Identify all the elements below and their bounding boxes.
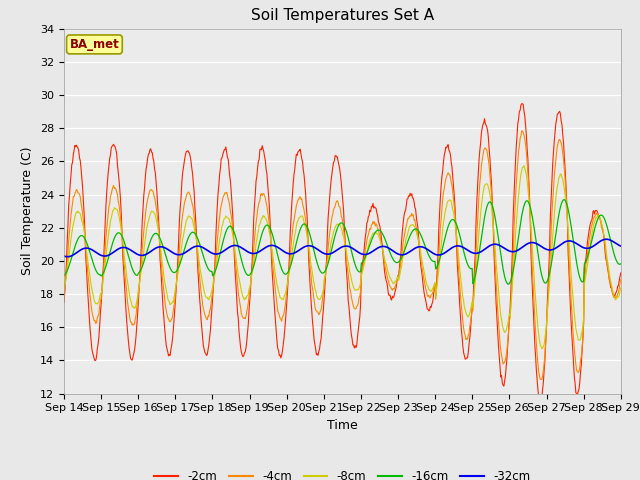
-2cm bbox=[184, 148, 192, 154]
-4cm bbox=[184, 190, 192, 196]
-2cm bbox=[214, 203, 221, 208]
Line: -2cm: -2cm bbox=[64, 104, 621, 403]
Text: BA_met: BA_met bbox=[70, 38, 119, 51]
-4cm bbox=[426, 295, 434, 301]
-8cm bbox=[426, 288, 434, 294]
-16cm bbox=[184, 236, 192, 242]
-16cm bbox=[60, 273, 68, 278]
-4cm bbox=[410, 217, 418, 223]
-32cm bbox=[185, 247, 193, 253]
-16cm bbox=[127, 263, 135, 269]
-2cm bbox=[518, 101, 526, 107]
Line: -16cm: -16cm bbox=[64, 200, 621, 284]
-8cm bbox=[127, 300, 135, 305]
-16cm bbox=[426, 255, 434, 261]
Line: -8cm: -8cm bbox=[64, 166, 621, 348]
-32cm bbox=[64, 254, 72, 260]
-16cm bbox=[410, 227, 418, 232]
-32cm bbox=[411, 245, 419, 251]
-8cm bbox=[520, 163, 528, 168]
-4cm bbox=[518, 128, 525, 134]
Y-axis label: Soil Temperature (C): Soil Temperature (C) bbox=[22, 147, 35, 276]
-32cm bbox=[428, 249, 435, 255]
-4cm bbox=[214, 237, 221, 242]
-2cm bbox=[410, 199, 418, 204]
-32cm bbox=[617, 243, 625, 249]
Line: -4cm: -4cm bbox=[64, 131, 621, 380]
-8cm bbox=[538, 346, 546, 351]
-2cm bbox=[617, 270, 625, 276]
X-axis label: Time: Time bbox=[327, 419, 358, 432]
-8cm bbox=[410, 223, 418, 229]
-2cm bbox=[426, 304, 434, 310]
-4cm bbox=[60, 294, 68, 300]
-16cm bbox=[561, 197, 568, 203]
-8cm bbox=[60, 287, 68, 293]
-16cm bbox=[617, 261, 625, 267]
-16cm bbox=[70, 247, 78, 252]
-32cm bbox=[128, 248, 136, 254]
-8cm bbox=[214, 255, 221, 261]
-2cm bbox=[60, 300, 68, 305]
-2cm bbox=[127, 357, 135, 362]
Line: -32cm: -32cm bbox=[64, 239, 621, 257]
-8cm bbox=[617, 285, 625, 291]
-2cm bbox=[536, 400, 543, 406]
-16cm bbox=[214, 262, 221, 267]
-16cm bbox=[505, 281, 513, 287]
-8cm bbox=[184, 215, 192, 220]
Legend: -2cm, -4cm, -8cm, -16cm, -32cm: -2cm, -4cm, -8cm, -16cm, -32cm bbox=[150, 465, 535, 480]
-2cm bbox=[70, 148, 78, 154]
-8cm bbox=[70, 218, 78, 224]
-4cm bbox=[127, 319, 135, 325]
-32cm bbox=[71, 251, 79, 257]
-4cm bbox=[617, 276, 625, 282]
-4cm bbox=[70, 194, 78, 200]
Title: Soil Temperatures Set A: Soil Temperatures Set A bbox=[251, 9, 434, 24]
-4cm bbox=[537, 377, 545, 383]
-32cm bbox=[60, 253, 68, 259]
-32cm bbox=[214, 251, 222, 257]
-32cm bbox=[602, 236, 610, 242]
